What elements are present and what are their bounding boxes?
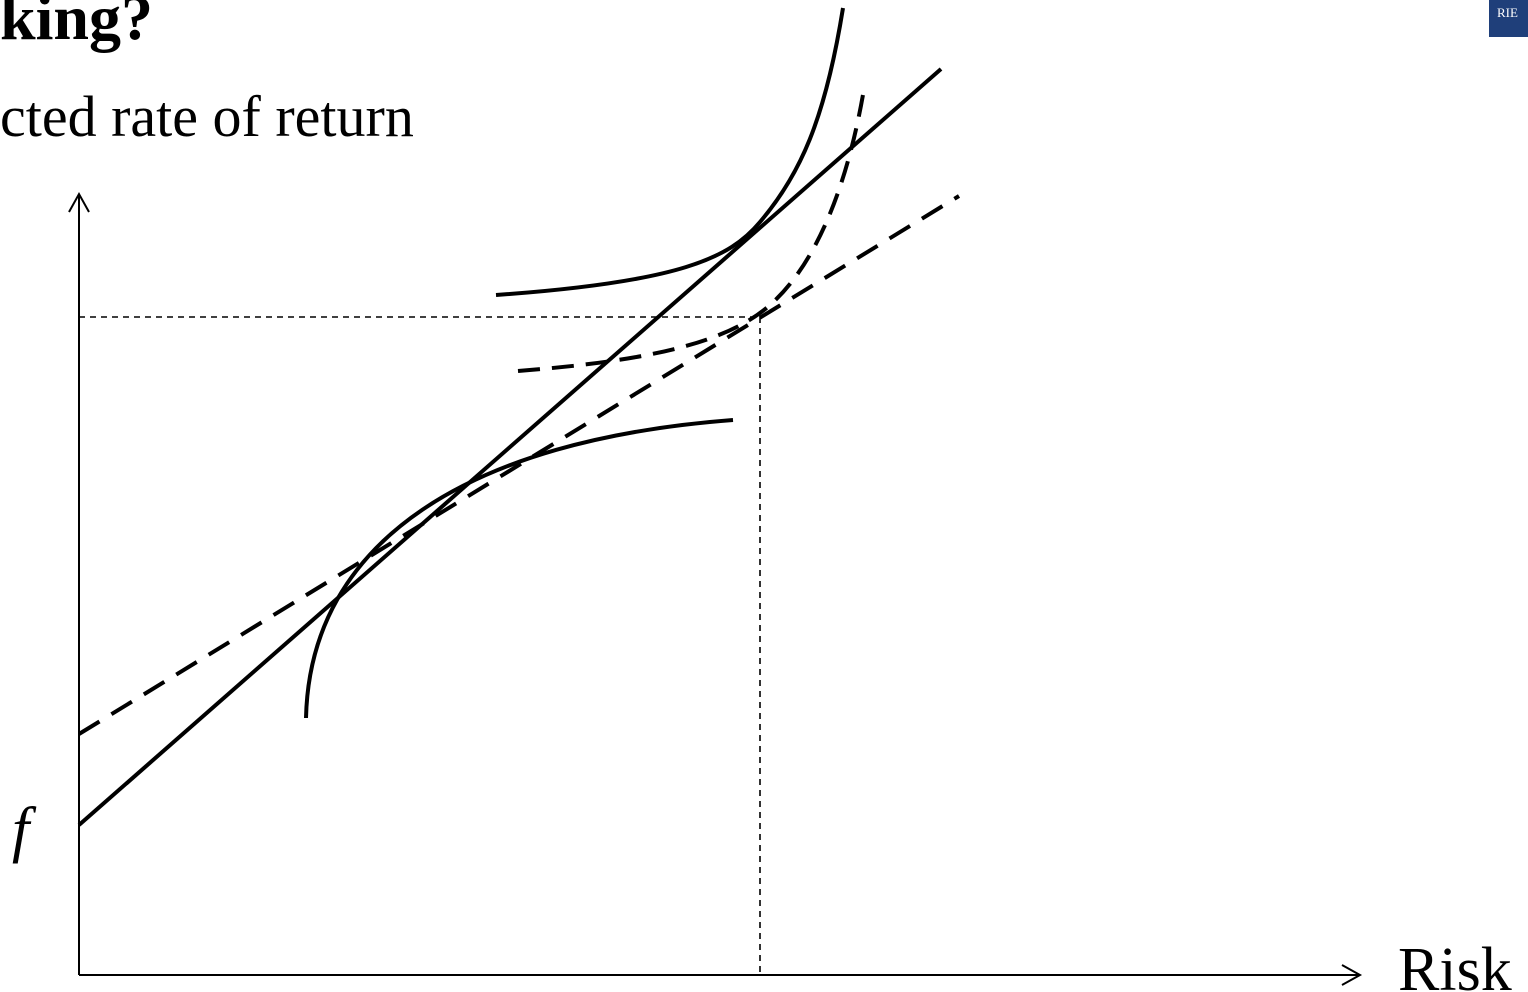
y-axis-caption: cted rate of return <box>0 84 414 149</box>
dashed-indifference-curve <box>517 88 866 373</box>
logo-text: RIE <box>1497 5 1518 20</box>
risk-free-rate-label: f <box>12 796 37 864</box>
y-axis-arrowhead <box>68 191 90 213</box>
institution-logo: RIE <box>1489 0 1528 37</box>
solid-indifference-curve <box>495 7 845 297</box>
slide-title: king? <box>0 0 153 53</box>
x-axis-arrowhead <box>1341 964 1363 986</box>
solid-opportunity-frontier <box>304 418 734 719</box>
dashed-capital-allocation-line <box>77 194 961 736</box>
solid-capital-allocation-line <box>77 67 943 827</box>
x-axis-label: Risk <box>1398 936 1512 992</box>
